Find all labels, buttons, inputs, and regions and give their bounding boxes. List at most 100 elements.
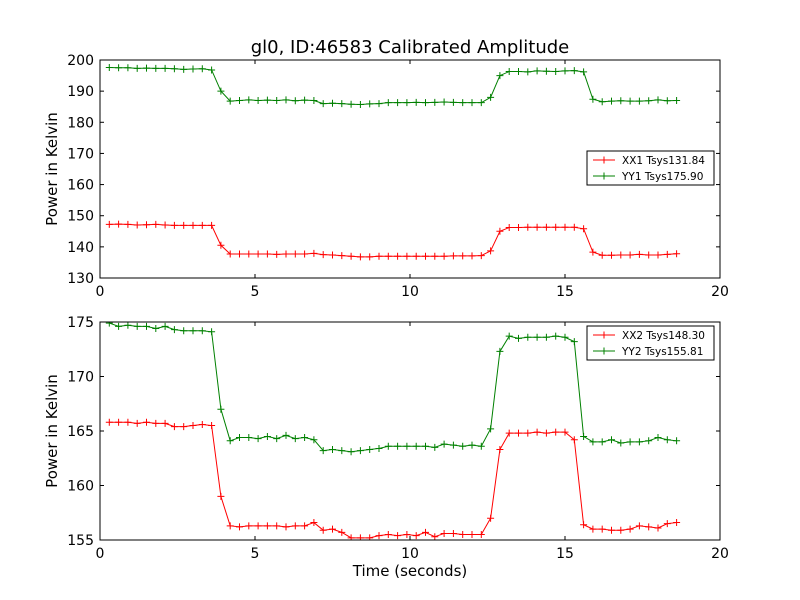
data-point-xx2 [412, 532, 420, 540]
legend-box [586, 150, 715, 186]
data-point-yy1 [208, 66, 216, 74]
data-point-yy2 [180, 327, 188, 335]
data-point-yy1 [477, 99, 485, 107]
series-xx1 [105, 220, 681, 261]
data-point-xx2 [329, 525, 336, 533]
data-point-xx1 [505, 224, 513, 232]
data-point-yy1 [124, 64, 132, 72]
data-point-yy2 [189, 327, 197, 335]
data-point-xx1 [663, 250, 671, 258]
data-point-xx1 [431, 252, 439, 260]
data-point-xx2 [533, 428, 541, 436]
data-point-yy1 [542, 67, 550, 75]
y-tick-label: 160 [67, 479, 94, 495]
data-point-yy2 [291, 435, 299, 443]
data-point-xx2 [561, 428, 569, 436]
y-axis-label: Power in Kelvin [43, 374, 61, 488]
data-point-xx1 [645, 251, 653, 259]
data-point-xx2 [589, 525, 597, 533]
data-point-yy2 [273, 435, 281, 443]
data-point-yy2 [496, 347, 504, 355]
data-point-yy1 [440, 98, 448, 106]
data-point-yy1 [422, 99, 429, 107]
y-tick-label: 180 [67, 115, 94, 131]
data-point-yy1 [236, 96, 243, 104]
data-point-yy1 [245, 96, 253, 104]
legend-label-yy1: YY1 Tsys175.90 [621, 171, 703, 183]
data-point-xx2 [254, 522, 262, 530]
data-point-xx1 [589, 248, 597, 256]
data-point-yy2 [477, 442, 485, 450]
data-point-yy1 [366, 100, 374, 108]
data-point-xx1 [477, 252, 485, 260]
data-point-xx2 [347, 534, 355, 540]
data-point-xx1 [654, 251, 662, 259]
data-point-xx1 [403, 252, 411, 260]
data-point-yy2 [263, 432, 271, 440]
data-point-xx2 [570, 436, 578, 444]
legend-box [586, 325, 715, 361]
data-point-xx2 [487, 514, 495, 522]
data-point-yy1 [198, 65, 206, 73]
data-point-xx2 [105, 418, 113, 426]
data-point-xx2 [598, 525, 606, 533]
data-point-xx1 [552, 223, 560, 231]
data-point-yy2 [654, 434, 662, 442]
data-point-yy2 [673, 437, 681, 445]
data-point-xx2 [310, 519, 318, 527]
data-point-yy2 [329, 446, 336, 454]
data-point-xx2 [440, 529, 448, 537]
data-point-xx2 [663, 520, 671, 528]
series-yy2 [105, 322, 681, 456]
data-point-yy2 [552, 332, 560, 340]
data-point-xx1 [124, 220, 132, 228]
data-point-xx1 [394, 252, 402, 260]
data-point-yy1 [180, 65, 188, 73]
data-point-yy2 [412, 442, 420, 450]
data-point-yy1 [515, 68, 522, 76]
data-point-yy2 [626, 438, 634, 446]
data-point-xx2 [673, 519, 681, 527]
data-point-xx1 [291, 250, 299, 258]
data-point-xx2 [515, 429, 522, 437]
data-point-yy1 [384, 99, 392, 107]
data-point-xx2 [180, 423, 188, 431]
x-tick-label: 20 [711, 284, 729, 300]
data-point-xx1 [468, 252, 476, 260]
data-point-yy2 [515, 334, 522, 342]
data-point-xx1 [598, 251, 606, 259]
data-point-xx1 [208, 221, 216, 229]
data-point-yy2 [449, 441, 457, 449]
data-point-yy1 [375, 100, 383, 108]
data-point-yy1 [170, 65, 178, 73]
data-point-yy1 [403, 99, 411, 107]
data-point-xx2 [319, 526, 327, 534]
data-point-yy1 [580, 68, 588, 76]
data-point-xx1 [412, 252, 420, 260]
legend-marker-yy1 [600, 172, 608, 180]
x-tick-label: 10 [401, 546, 419, 562]
series-xx2 [105, 418, 681, 540]
data-point-xx2 [273, 522, 281, 530]
data-point-xx2 [217, 492, 225, 500]
x-tick-label: 15 [556, 284, 574, 300]
data-point-xx1 [626, 251, 634, 259]
data-point-yy2 [384, 442, 392, 450]
data-point-xx1 [515, 224, 522, 232]
data-point-yy2 [124, 322, 132, 329]
data-point-xx2 [468, 531, 476, 539]
data-point-xx2 [496, 446, 504, 454]
data-point-yy1 [654, 96, 662, 104]
data-point-xx2 [654, 524, 662, 532]
data-point-yy1 [663, 97, 671, 105]
data-point-xx1 [580, 225, 588, 233]
data-point-yy2 [161, 322, 169, 330]
data-point-yy2 [431, 443, 439, 451]
data-point-yy1 [487, 93, 495, 101]
data-point-xx2 [208, 422, 216, 430]
y-tick-label: 170 [67, 146, 94, 162]
data-point-xx1 [635, 250, 643, 258]
data-point-yy1 [282, 96, 290, 104]
data-point-yy2 [617, 439, 625, 447]
data-point-xx1 [245, 250, 253, 258]
